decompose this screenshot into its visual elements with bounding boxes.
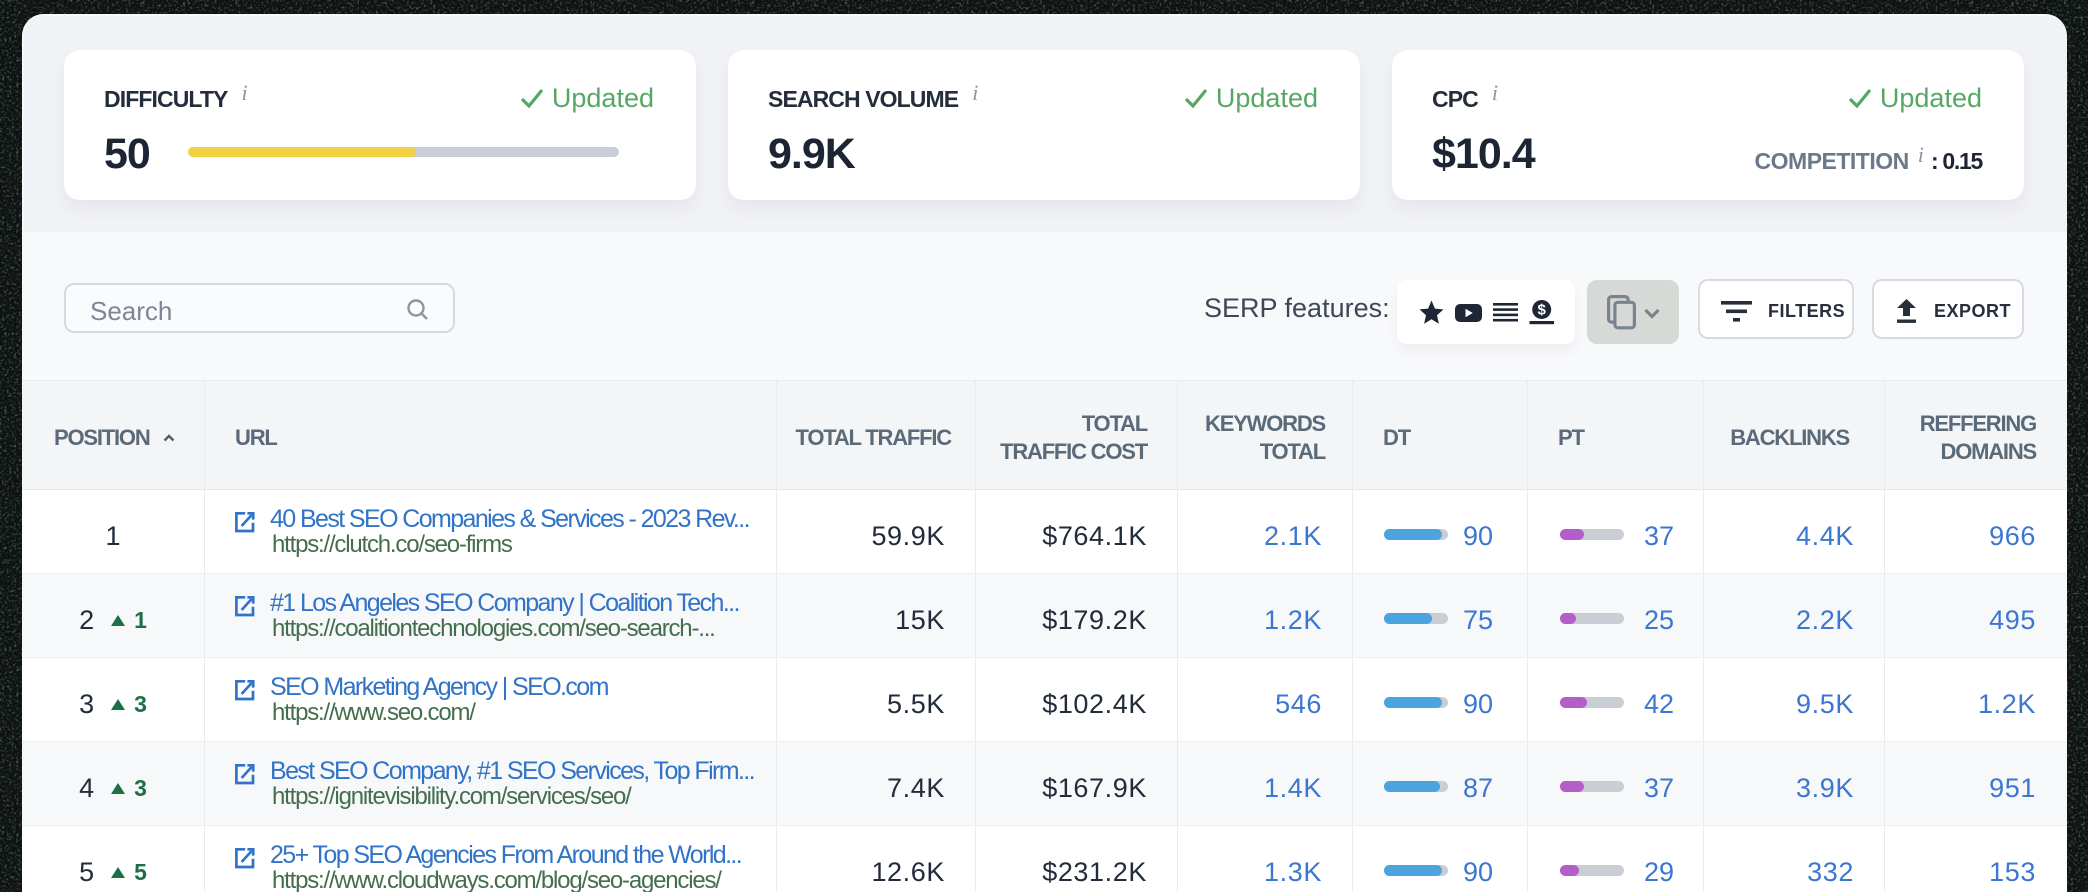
svg-text:$: $ — [1537, 301, 1546, 318]
